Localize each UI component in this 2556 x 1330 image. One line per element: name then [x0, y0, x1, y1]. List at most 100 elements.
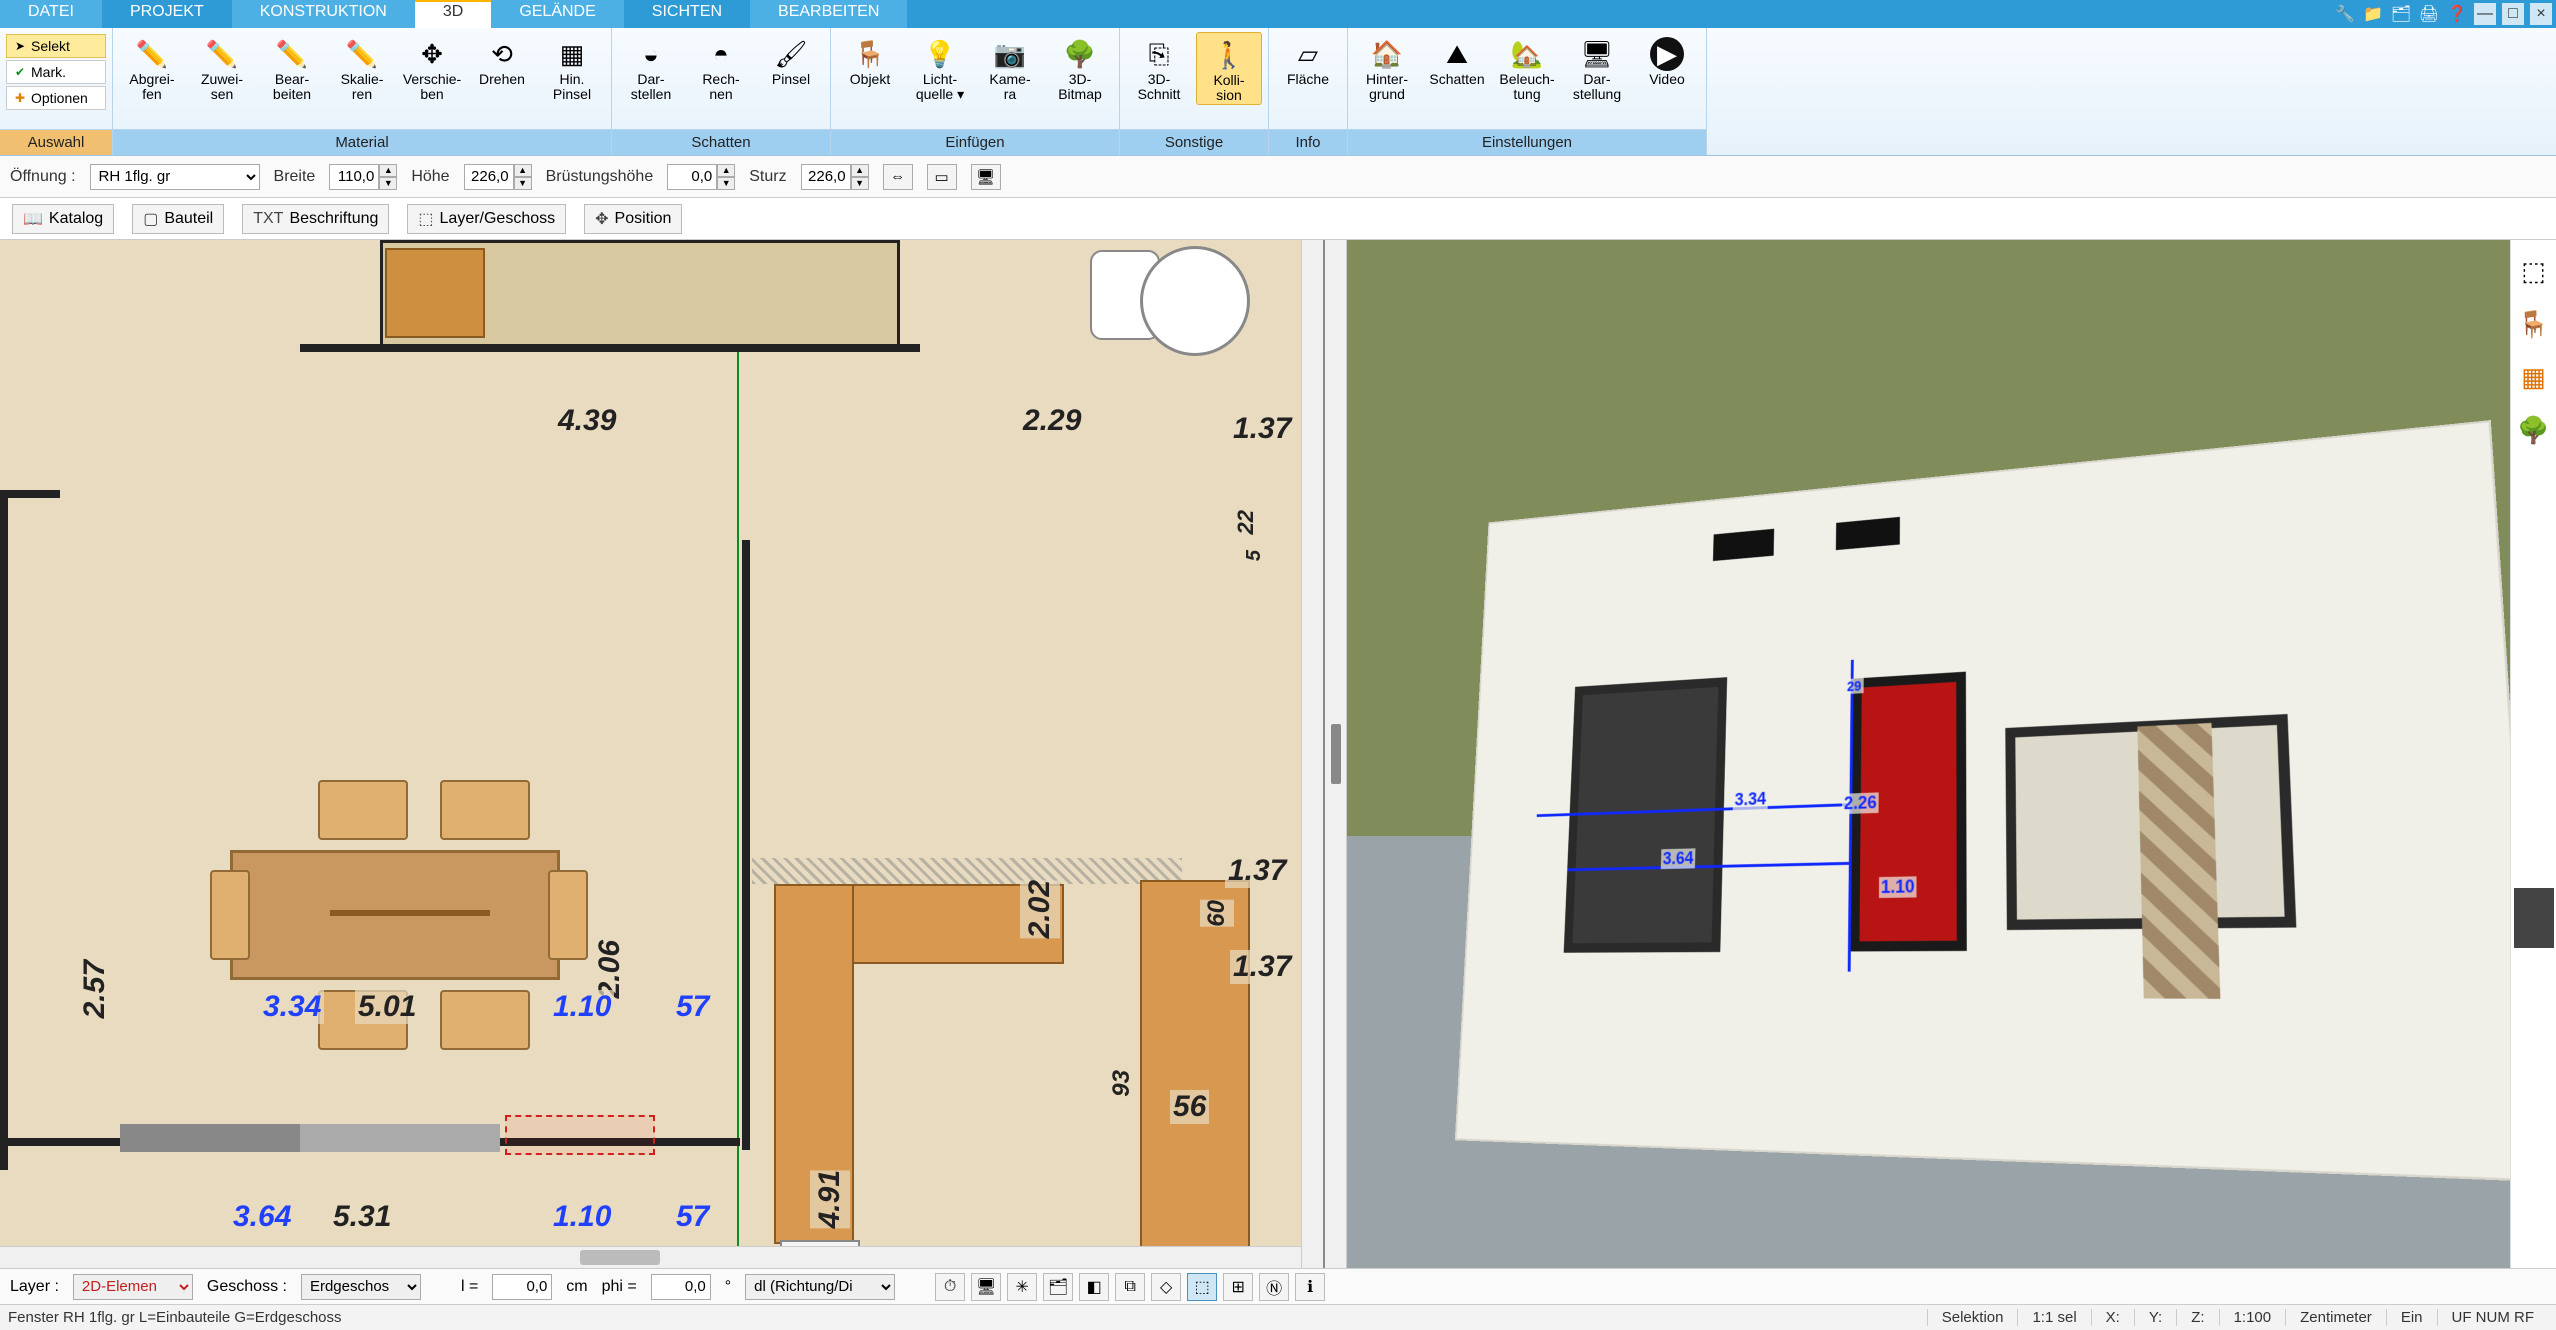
ribbon-schatten-1[interactable]: ◓Rech- nen: [688, 32, 754, 103]
height-input[interactable]: [464, 164, 514, 190]
ribbon-material-5[interactable]: ⟲Drehen: [469, 32, 535, 87]
menu-sichten[interactable]: SICHTEN: [624, 0, 750, 28]
bottom-icon-2[interactable]: ✳: [1007, 1273, 1037, 1301]
dimb-1-10b: 1.10: [550, 1200, 614, 1234]
sill-up[interactable]: ▲: [717, 164, 735, 177]
view-3d[interactable]: 3.34 3.64 2.26 1.10 29: [1347, 240, 2510, 1268]
tool-folder-icon[interactable]: 📁: [2362, 3, 2384, 25]
window-close[interactable]: ×: [2530, 3, 2552, 25]
view-2d[interactable]: 4.39 2.29 1.37 5.01 2.06 2.02 1.37 60 1.…: [0, 240, 1325, 1268]
beschriftung-button[interactable]: TXTBeschriftung: [242, 204, 389, 234]
window-minimize[interactable]: —: [2474, 3, 2496, 25]
side-tree-icon[interactable]: 🌳: [2517, 415, 2549, 446]
side-tab-handle[interactable]: [2514, 888, 2554, 948]
ribbon-material-3[interactable]: ✏️Skalie- ren: [329, 32, 395, 103]
menu-bearbeiten[interactable]: BEARBEITEN: [750, 0, 907, 28]
scroll-2d-vertical[interactable]: [1301, 240, 1323, 1268]
ribbon-sonstige-1[interactable]: 🚶Kolli- sion: [1196, 32, 1262, 105]
lintel-up[interactable]: ▲: [851, 164, 869, 177]
bottom-icon-6[interactable]: ◇: [1151, 1273, 1181, 1301]
katalog-button[interactable]: 📖Katalog: [12, 204, 114, 234]
tool-help-icon[interactable]: ❓: [2446, 3, 2468, 25]
ribbon-schatten-2[interactable]: 🖌Pinsel: [758, 32, 824, 87]
menu-datei[interactable]: DATEI: [0, 0, 102, 28]
selekt-button[interactable]: ➤Selekt: [6, 34, 106, 58]
mode-select[interactable]: dl (Richtung/Di: [745, 1274, 895, 1300]
lintel-input[interactable]: [801, 164, 851, 190]
height-down[interactable]: ▼: [514, 177, 532, 190]
layer-select[interactable]: 2D-Elemen: [73, 1274, 193, 1300]
ribbon-einfuegen-3-label: 3D- Bitmap: [1058, 72, 1102, 103]
width-down[interactable]: ▼: [379, 177, 397, 190]
sill-input[interactable]: [667, 164, 717, 190]
menu-gelaende[interactable]: GELÄNDE: [491, 0, 623, 28]
ribbon-einfuegen-0[interactable]: 🪑Objekt: [837, 32, 903, 87]
layer-button[interactable]: ⬚Layer/Geschoss: [407, 204, 566, 234]
opt-icon-swap[interactable]: ⇔: [883, 164, 913, 190]
dim-22: 22: [1230, 510, 1262, 534]
storey-select[interactable]: Erdgeschos: [301, 1274, 421, 1300]
ribbon-einfuegen-2[interactable]: 📷Kame- ra: [977, 32, 1043, 103]
phi-input[interactable]: [651, 1274, 711, 1300]
menu-konstruktion[interactable]: KONSTRUKTION: [232, 0, 415, 28]
width-up[interactable]: ▲: [379, 164, 397, 177]
guide-vertical: [737, 240, 739, 1246]
bottom-icon-10[interactable]: ℹ: [1295, 1273, 1325, 1301]
lintel-down[interactable]: ▼: [851, 177, 869, 190]
ribbon-material-4[interactable]: ✥Verschie- ben: [399, 32, 465, 103]
ribbon-einstellungen-4[interactable]: ▶Video: [1634, 32, 1700, 87]
mark-button[interactable]: ✔Mark.: [6, 60, 106, 84]
bottom-icon-0[interactable]: ⏱: [935, 1273, 965, 1301]
bauteil-button[interactable]: ▢Bauteil: [132, 204, 224, 234]
ribbon-einstellungen-1[interactable]: ⛰Schatten: [1424, 32, 1490, 87]
opening-select[interactable]: RH 1flg. gr: [90, 164, 260, 190]
mark-label: Mark.: [31, 64, 66, 80]
ribbon-sonstige-0[interactable]: ⎘3D- Schnitt: [1126, 32, 1192, 103]
dim3d-3-64: 3.64: [1661, 848, 1696, 869]
l-input[interactable]: [492, 1274, 552, 1300]
status-file: Fenster RH 1flg. gr L=Einbauteile G=Erdg…: [8, 1309, 1927, 1326]
ribbon-material-1[interactable]: ✏️Zuwei- sen: [189, 32, 255, 103]
dim-4-39: 4.39: [555, 404, 619, 438]
bottom-icon-1[interactable]: 🖥: [971, 1273, 1001, 1301]
layer-label: Layer :: [10, 1278, 59, 1296]
bottom-icon-3[interactable]: 🗂: [1043, 1273, 1073, 1301]
ribbon-schatten-0[interactable]: ◒Dar- stellen: [618, 32, 684, 103]
optionen-button[interactable]: ✚Optionen: [6, 86, 106, 110]
selected-window[interactable]: [505, 1115, 655, 1155]
bottom-icon-7[interactable]: ⬚: [1187, 1273, 1217, 1301]
ribbon-einstellungen-3[interactable]: 🖥Dar- stellung: [1564, 32, 1630, 103]
width-input[interactable]: [329, 164, 379, 190]
tool-print-icon[interactable]: 🖨: [2418, 3, 2440, 25]
chair-6: [548, 870, 588, 960]
bottom-icon-5[interactable]: ⧉: [1115, 1273, 1145, 1301]
splitter[interactable]: [1325, 240, 1347, 1268]
menu-3d[interactable]: 3D: [415, 0, 491, 28]
ribbon-material-0[interactable]: ✏️Abgrei- fen: [119, 32, 185, 103]
ribbon-einstellungen-2[interactable]: 🏡Beleuch- tung: [1494, 32, 1560, 103]
scroll-2d-horizontal[interactable]: [0, 1246, 1301, 1268]
window-maximize[interactable]: □: [2502, 3, 2524, 25]
bottom-toolbar: Layer : 2D-Elemen Geschoss : Erdgeschos …: [0, 1268, 2556, 1304]
sill-down[interactable]: ▼: [717, 177, 735, 190]
menu-projekt[interactable]: PROJEKT: [102, 0, 232, 28]
ribbon-einfuegen-1[interactable]: 💡Licht- quelle ▾: [907, 32, 973, 103]
opt-icon-mirror[interactable]: ▭: [927, 164, 957, 190]
position-button[interactable]: ✥Position: [584, 204, 682, 234]
bottom-icon-9[interactable]: Ⓝ: [1259, 1273, 1289, 1301]
menu-bar: DATEI PROJEKT KONSTRUKTION 3D GELÄNDE SI…: [0, 0, 2556, 28]
side-layers-icon[interactable]: ⬚: [2521, 256, 2546, 287]
side-palette-icon[interactable]: ▦: [2521, 362, 2546, 393]
bottom-icon-4[interactable]: ◧: [1079, 1273, 1109, 1301]
ribbon-info-0[interactable]: ▱Fläche: [1275, 32, 1341, 87]
tool-stack-icon[interactable]: 🗂: [2390, 3, 2412, 25]
ribbon-einfuegen-3[interactable]: 🌳3D- Bitmap: [1047, 32, 1113, 103]
ribbon-material-6[interactable]: ▦Hin. Pinsel: [539, 32, 605, 103]
ribbon-material-2[interactable]: ✏️Bear- beiten: [259, 32, 325, 103]
ribbon-einstellungen-0[interactable]: 🏠Hinter- grund: [1354, 32, 1420, 103]
side-furniture-icon[interactable]: 🪑: [2517, 309, 2549, 340]
height-up[interactable]: ▲: [514, 164, 532, 177]
bottom-icon-8[interactable]: ⊞: [1223, 1273, 1253, 1301]
tool-wrench-icon[interactable]: 🔧: [2334, 3, 2356, 25]
opt-icon-screen[interactable]: 🖥: [971, 164, 1001, 190]
